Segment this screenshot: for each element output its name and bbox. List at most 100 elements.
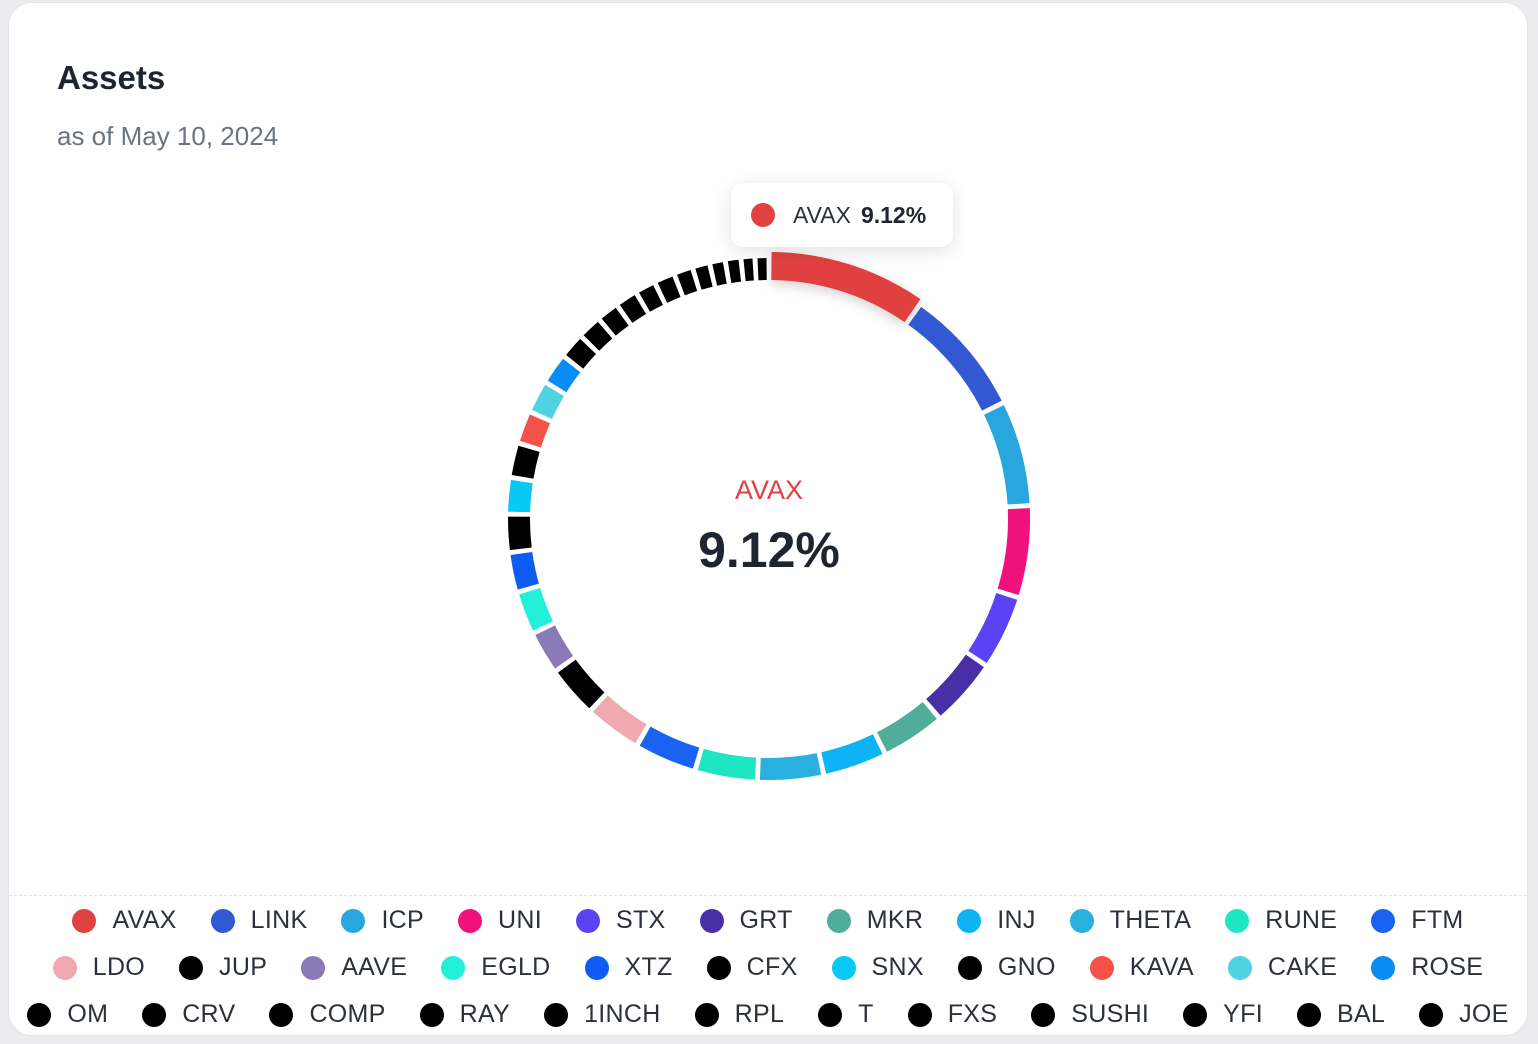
slice-cake[interactable] xyxy=(531,384,565,420)
slice-om[interactable] xyxy=(566,338,597,369)
slice-grt[interactable] xyxy=(926,654,984,716)
legend-item-cake[interactable]: CAKE xyxy=(1227,953,1337,982)
slice-rune[interactable] xyxy=(697,748,757,780)
legend-item-inj[interactable]: INJ xyxy=(957,906,1035,935)
legend-color-dot xyxy=(957,955,982,980)
slice-link[interactable] xyxy=(908,306,1002,411)
slice-theta[interactable] xyxy=(759,753,822,780)
slice-yfi[interactable] xyxy=(727,259,742,283)
legend-item-egld[interactable]: EGLD xyxy=(441,953,550,982)
legend-item-gno[interactable]: GNO xyxy=(957,953,1056,982)
legend-item-link[interactable]: LINK xyxy=(210,906,308,935)
legend-label: AVAX xyxy=(112,906,177,934)
legend-item-bal[interactable]: BAL xyxy=(1296,1000,1386,1029)
legend-label: 1INCH xyxy=(584,1000,661,1028)
legend-item-xtz[interactable]: XTZ xyxy=(584,953,673,982)
legend-item-comp[interactable]: COMP xyxy=(269,1000,385,1029)
legend-item-grt[interactable]: GRT xyxy=(699,906,793,935)
legend-item-1inch[interactable]: 1INCH xyxy=(544,1000,661,1029)
slice-1inch[interactable] xyxy=(639,285,664,312)
slice-aave[interactable] xyxy=(535,625,574,669)
slice-sushi[interactable] xyxy=(712,262,727,286)
legend-item-mkr[interactable]: MKR xyxy=(826,906,923,935)
card-subtitle: as of May 10, 2024 xyxy=(57,121,279,151)
slice-t[interactable] xyxy=(677,270,698,296)
legend-label: RPL xyxy=(734,1000,785,1028)
legend-label: JOE xyxy=(1459,1000,1509,1028)
tooltip-color-dot xyxy=(751,203,775,227)
legend-item-joe[interactable]: JOE xyxy=(1419,1000,1509,1029)
legend-item-fxs[interactable]: FXS xyxy=(907,1000,998,1029)
legend-item-kava[interactable]: KAVA xyxy=(1089,953,1194,982)
legend-item-rose[interactable]: ROSE xyxy=(1371,953,1483,982)
slice-ray[interactable] xyxy=(619,295,647,323)
slice-bal[interactable] xyxy=(743,258,754,282)
legend-color-dot xyxy=(1227,955,1252,980)
slice-avax[interactable] xyxy=(771,252,921,323)
slice-rpl[interactable] xyxy=(657,276,681,303)
chart-tooltip: AVAX 9.12% xyxy=(731,183,953,247)
slice-rose[interactable] xyxy=(547,358,581,393)
legend-item-ldo[interactable]: LDO xyxy=(52,953,145,982)
legend-item-cfx[interactable]: CFX xyxy=(706,953,798,982)
slice-jup[interactable] xyxy=(557,659,605,709)
slice-inj[interactable] xyxy=(821,734,883,774)
legend-item-rpl[interactable]: RPL xyxy=(694,1000,785,1029)
legend-item-om[interactable]: OM xyxy=(27,1000,108,1029)
slice-cfx[interactable] xyxy=(508,516,532,551)
slice-egld[interactable] xyxy=(519,587,554,631)
card-title: Assets xyxy=(57,59,166,96)
legend-item-uni[interactable]: UNI xyxy=(458,906,542,935)
tooltip-value: 9.12% xyxy=(860,201,927,228)
legend-label: ROSE xyxy=(1411,953,1484,981)
legend-item-stx[interactable]: STX xyxy=(575,906,666,935)
slice-xtz[interactable] xyxy=(510,551,539,590)
legend-item-ray[interactable]: RAY xyxy=(419,1000,510,1029)
slice-crv[interactable] xyxy=(583,321,613,351)
legend-label: T xyxy=(858,1000,874,1028)
legend-color-dot xyxy=(575,908,600,933)
legend-item-sushi[interactable]: SUSHI xyxy=(1031,1000,1149,1029)
slice-mkr[interactable] xyxy=(876,701,937,752)
slice-gno[interactable] xyxy=(511,445,540,479)
legend-label: THETA xyxy=(1109,906,1192,934)
center-asset-label: AVAX xyxy=(734,475,804,505)
legend-color-dot xyxy=(1371,955,1396,980)
legend-item-jup[interactable]: JUP xyxy=(179,953,267,982)
legend-color-dot xyxy=(210,908,235,933)
legend-item-rune[interactable]: RUNE xyxy=(1225,906,1337,935)
assets-card: Assets as of May 10, 2024 AVAX 9.12% AVA… xyxy=(8,2,1528,1036)
legend-label: SUSHI xyxy=(1071,1000,1150,1028)
legend-item-crv[interactable]: CRV xyxy=(142,1000,235,1029)
legend-row-3: OM CRV COMP RAY 1INCH RPL T FXS SUSHI YFI BAL JOE xyxy=(9,991,1527,1035)
legend-item-aave[interactable]: AAVE xyxy=(301,953,407,982)
legend-item-snx[interactable]: SNX xyxy=(831,953,924,982)
slice-uni[interactable] xyxy=(997,508,1030,595)
legend-color-dot xyxy=(826,908,851,933)
legend-label: RUNE xyxy=(1265,906,1338,934)
legend-item-ftm[interactable]: FTM xyxy=(1371,906,1463,935)
legend-label: STX xyxy=(615,906,666,934)
slice-ldo[interactable] xyxy=(592,695,647,744)
legend-item-theta[interactable]: THETA xyxy=(1069,906,1192,935)
slice-kava[interactable] xyxy=(519,414,551,448)
legend-item-avax[interactable]: AVAX xyxy=(72,906,176,935)
legend-label: FTM xyxy=(1411,906,1464,934)
slice-fxs[interactable] xyxy=(695,265,713,290)
legend-item-t[interactable]: T xyxy=(818,1000,874,1029)
legend-divider xyxy=(9,895,1527,896)
legend-row-1: AVAX LINK ICP UNI STX GRT MKR INJ THETA RUNE FTM xyxy=(9,897,1527,944)
slice-icp[interactable] xyxy=(983,405,1030,505)
slice-stx[interactable] xyxy=(968,592,1018,663)
legend-label: CRV xyxy=(182,1000,236,1028)
slice-snx[interactable] xyxy=(508,479,533,513)
legend-label: XTZ xyxy=(624,953,673,981)
legend-item-icp[interactable]: ICP xyxy=(341,906,424,935)
legend-item-yfi[interactable]: YFI xyxy=(1183,1000,1263,1029)
legend-color-dot xyxy=(907,1002,932,1027)
slice-comp[interactable] xyxy=(601,307,629,336)
legend-label: BAL xyxy=(1336,1000,1386,1028)
slice-ftm[interactable] xyxy=(639,726,700,769)
legend-color-dot xyxy=(699,908,724,933)
legend-color-dot xyxy=(458,908,483,933)
